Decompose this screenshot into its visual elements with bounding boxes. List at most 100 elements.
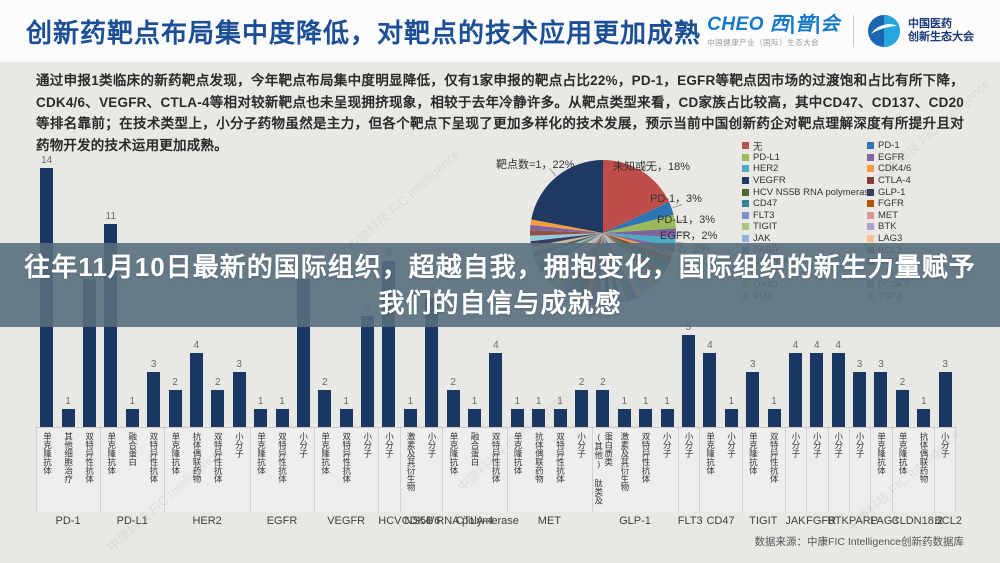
pie-callout-line — [642, 161, 649, 171]
tech-label-cell: 单克隆抗体 — [315, 428, 336, 512]
pie-slice — [530, 230, 603, 236]
bar-chart-target-axis: PD-1 PD-L1 HER2 EGFR VEGFR HCV NS5B RNA polym… — [36, 515, 962, 527]
bar-value-label: 3 — [878, 358, 884, 370]
tech-label-cell: 抗体偶联药物 — [529, 428, 550, 512]
tech-label: 激素及其衍生物 — [619, 432, 630, 492]
legend-swatch — [867, 200, 874, 208]
tech-label-cell: 小分子 — [571, 428, 592, 512]
bar-slot: 4 — [828, 140, 849, 427]
bar-slot: 1 — [464, 140, 485, 427]
tech-label-group: 激素及其衍生物 小分子 — [399, 428, 443, 512]
target-axis-label: CDK4/6 — [401, 515, 441, 527]
bar — [553, 408, 567, 427]
pie-callout-main: 靶点数=1，22% — [496, 159, 575, 171]
tech-label-cell: 双特异性抗体 — [208, 428, 229, 512]
target-axis-label: CD47 — [706, 515, 735, 527]
bar — [703, 353, 717, 427]
bar-group: 3 — [870, 140, 891, 427]
tech-label-cell: 小分子 — [807, 428, 827, 512]
bar-value-label: 5 — [685, 321, 692, 333]
tech-label: 小分子 — [298, 432, 309, 458]
tech-label: 抗体偶联药物 — [919, 432, 929, 483]
bar-slot: 1 — [614, 140, 635, 427]
tech-label: 双特异性抗体 — [341, 432, 352, 483]
bar-slot: 2 — [571, 140, 592, 427]
bar-value-label: 2 — [322, 377, 328, 388]
legend-swatch — [867, 153, 874, 161]
page-title: 创新药靶点布局集中度降低，对靶点的技术应用更加成熟 — [26, 17, 702, 48]
tech-label-cell: 双特异性抗体 — [764, 428, 785, 512]
tech-label: 单克隆抗体 — [448, 432, 459, 475]
tech-label: 单克隆抗体 — [170, 432, 181, 475]
target-axis-label: GLP-1 — [619, 515, 651, 527]
bar-value-label: 4 — [493, 340, 499, 351]
tech-label-cell: 融合蛋白 — [122, 428, 143, 512]
tech-label: 双特异性抗体 — [84, 432, 95, 483]
banner-line-2: 我们的自信与成就感 — [378, 288, 622, 318]
bar — [788, 353, 802, 427]
bar-slot: 1 — [635, 140, 656, 427]
bar-slot: 1 — [250, 140, 271, 427]
bar-value-label: 1 — [664, 395, 670, 407]
tech-label: 其他细胞治疗 — [63, 432, 74, 483]
bar — [403, 408, 417, 427]
legend-swatch — [742, 200, 749, 208]
bar-value-label: 2 — [450, 377, 456, 388]
target-axis-label: BTK — [827, 515, 849, 527]
bar — [810, 353, 824, 427]
bar-value-label: 1 — [642, 395, 649, 407]
legend-swatch — [742, 188, 749, 196]
tech-label-group: 小分子 — [784, 428, 807, 512]
tech-label: 双特异性抗体 — [769, 432, 780, 483]
bar-value-label: 2 — [899, 377, 906, 388]
bar-group: 5 — [678, 140, 699, 427]
tech-label-cell: 小分子 — [657, 428, 678, 512]
bar — [125, 408, 139, 427]
legend-label: CTLA-4 — [878, 175, 911, 187]
tech-label-group: 单克隆抗体 融合蛋白 双特异性抗体 — [442, 428, 507, 512]
bar-slot: 2 — [892, 140, 913, 427]
tech-label: 单克隆抗体 — [705, 432, 716, 475]
pie-callout-egfr: EGFR，2% — [660, 230, 718, 242]
bar-value-label: 1 — [129, 395, 136, 407]
bar-slot: 2 — [164, 140, 185, 427]
pie-callout-line — [676, 219, 687, 222]
bar-value-label: 4 — [707, 340, 713, 351]
bar-slot: 4 — [785, 140, 806, 427]
tech-label: 融合蛋白 — [127, 432, 138, 466]
legend-label: CD47 — [753, 198, 778, 210]
bar-slot: 5 — [678, 140, 699, 427]
bar-slot: 1 — [400, 140, 421, 427]
bar — [895, 390, 909, 427]
bar — [617, 408, 631, 427]
legend-label: FLT3 — [753, 209, 775, 221]
cheo-brand-text: CHEO 西|普|会 — [707, 13, 840, 35]
pie-slice — [530, 219, 603, 233]
tech-label: 单克隆抗体 — [513, 432, 524, 475]
tech-label-group: 单克隆抗体 抗体偶联药物 双特异性抗体 小分子 — [506, 428, 593, 512]
tech-label: 双特异性抗体 — [641, 432, 652, 483]
tech-label: 小分子 — [384, 432, 395, 458]
legend-item: CTLA-4 — [867, 175, 911, 187]
bar-value-label: 1 — [920, 395, 927, 407]
legend-label: VEGFR — [753, 175, 786, 187]
bar-slot: 1 — [721, 140, 742, 427]
legend-swatch — [742, 165, 749, 173]
bar — [61, 408, 75, 427]
pie-slice — [603, 160, 670, 233]
legend-label: PD-L1 — [753, 151, 780, 163]
bar-slot: 1 — [656, 140, 677, 427]
bar — [211, 390, 225, 427]
target-axis-label: EGFR — [266, 515, 298, 527]
bar-slot: 4 — [699, 140, 720, 427]
tech-label-group: 单克隆抗体 双特异性抗体 小分子 — [314, 428, 379, 512]
tech-label-group: 小分子 — [806, 428, 828, 512]
pie-slice — [603, 228, 676, 238]
legend-item: HER2 — [742, 163, 874, 175]
legend-swatch — [742, 153, 749, 161]
cheo-brand-en: CHEO — [707, 13, 765, 35]
bar — [425, 297, 439, 427]
tech-label-group: 单克隆抗体 其他细胞治疗 双特异性抗体 — [36, 428, 101, 512]
tech-label: 双特异性抗体 — [148, 432, 159, 483]
